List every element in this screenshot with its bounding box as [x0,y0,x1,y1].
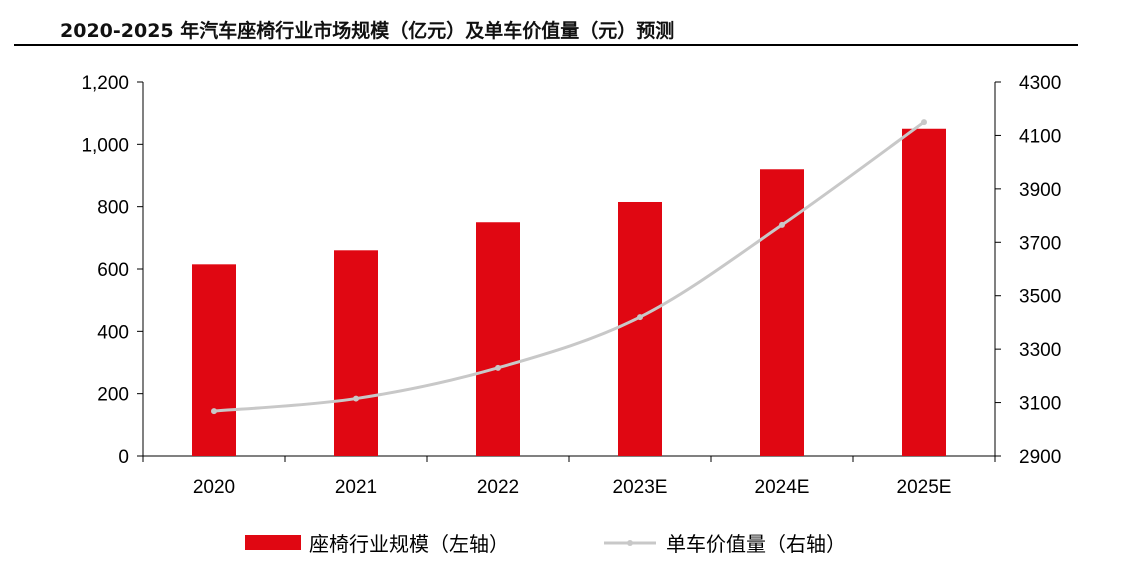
left-axis-tick-label: 1,000 [81,135,129,156]
right-axis-tick-label: 3300 [1019,340,1061,361]
x-axis-tick-label: 2024E [755,477,810,498]
x-axis-tick-label: 2020 [193,477,235,498]
bar-series [192,128,946,456]
left-axis-tick-label: 1,200 [81,73,129,94]
left-axis-tick-label: 0 [118,447,129,468]
right-axis-tick-label: 3900 [1019,180,1061,201]
line-point [921,119,927,126]
left-axis-tick-label: 800 [97,198,129,219]
right-axis-tick-label: 3500 [1019,287,1061,308]
line-point [495,364,501,371]
bar [902,128,946,456]
legend: 座椅行业规模（左轴） 单车价值量（右轴） [245,532,846,556]
value-line [213,120,925,413]
line-point [211,408,217,415]
bar [618,201,662,456]
legend-line-label: 单车价值量（右轴） [666,532,846,556]
right-axis-tick-label: 2900 [1019,447,1061,468]
x-axis-tick-label: 2025E [897,477,952,498]
right-axis-tick-label: 4300 [1019,73,1061,94]
line-point [779,221,785,228]
left-axis-tick-label: 600 [97,260,129,281]
bar [476,222,520,456]
right-axis-tick-label: 3100 [1019,394,1061,415]
left-axis-tick-label: 200 [97,385,129,406]
line-point [353,395,359,402]
x-axis-tick-label: 2023E [613,477,668,498]
bar [760,169,804,456]
axes: 0 200 400 600 800 1,000 1,200 2900 3100 3300 3500 3… [81,73,1061,498]
line-series [211,119,927,415]
left-axis-tick-label: 400 [97,322,129,343]
x-axis-tick-label: 2021 [335,477,377,498]
x-axis-tick-label: 2022 [477,477,519,498]
bar [192,264,236,456]
title-rule [14,44,1078,46]
chart-title: 2020-2025 年汽车座椅行业市场规模（亿元）及单车价值量（元）预测 [60,20,675,42]
legend-bar-label: 座椅行业规模（左轴） [309,532,509,556]
right-axis-tick-label: 4100 [1019,126,1061,147]
bar [334,250,378,456]
legend-bar-swatch [245,535,301,550]
right-axis-tick-label: 3700 [1019,233,1061,254]
line-point [637,314,643,321]
legend-line-marker [627,540,633,546]
